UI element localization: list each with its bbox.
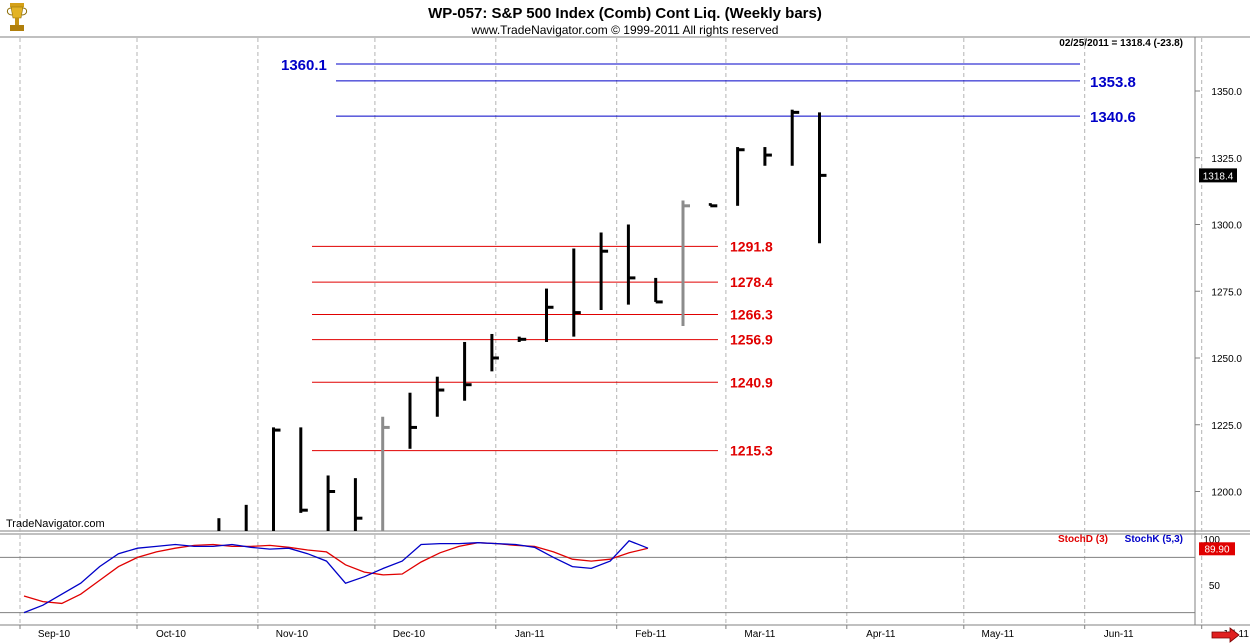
stochd-series (23, 542, 649, 605)
price-axis-ticks: 1350.0 1325.0 1300.0 1275.0 1250.0 1225.0 1200… (1195, 87, 1242, 499)
current-stoch-marker (1199, 542, 1235, 556)
price-tick-label: 1225.0 (1211, 421, 1242, 432)
stochd-legend: StochD (3) (1058, 534, 1108, 545)
price-tick-label: 1350.0 (1211, 87, 1242, 98)
support-label: 1256.9 (730, 332, 773, 348)
arrow-right-icon[interactable] (1211, 627, 1240, 643)
month-label: Feb-11 (635, 629, 666, 640)
price-tick-label: 1200.0 (1211, 488, 1242, 499)
support-resistance-levels: 1360.1 1353.8 1340.6 1291.8 1278.4 1266.3 1256… (281, 57, 1136, 459)
month-label: Nov-10 (276, 629, 309, 640)
current-stoch-label: 89.90 (1204, 544, 1229, 555)
month-label: Jun-11 (1104, 629, 1134, 640)
current-price-marker (1199, 168, 1237, 183)
price-tick-label: 1300.0 (1211, 221, 1242, 232)
month-label: May-11 (981, 629, 1014, 640)
quote-readout: 02/25/2011 = 1318.4 (-23.8) (1059, 38, 1183, 49)
support-label: 1215.3 (730, 443, 773, 459)
month-label: Mar-11 (744, 629, 775, 640)
price-tick-label: 1325.0 (1211, 154, 1242, 165)
chart-title: WP-057: S&P 500 Index (Comb) Cont Liq. (… (428, 5, 822, 22)
resistance-label: 1360.1 (281, 57, 327, 74)
trophy-icon (6, 3, 28, 31)
price-tick-label: 1250.0 (1211, 354, 1242, 365)
stochastic-grid (0, 556, 1195, 614)
ohlc-bars (217, 109, 827, 531)
price-tick-label: 1275.0 (1211, 287, 1242, 298)
stochastic-axis-ticks: 100 50 (1203, 535, 1220, 592)
watermark-text: TradeNavigator.com (6, 518, 105, 530)
support-label: 1291.8 (730, 238, 773, 254)
month-label: Jan-11 (515, 629, 545, 640)
resistance-label: 1353.8 (1090, 74, 1136, 91)
stoch-tick-label: 50 (1209, 581, 1221, 592)
support-label: 1278.4 (730, 274, 773, 290)
support-label: 1240.9 (730, 374, 773, 390)
support-label: 1266.3 (730, 306, 773, 322)
current-price-label: 1318.4 (1203, 171, 1234, 182)
stochk-legend: StochK (5,3) (1125, 534, 1183, 545)
month-label: Sep-10 (38, 629, 71, 640)
chart-subtitle: www.TradeNavigator.com © 1999-2011 All r… (471, 23, 779, 37)
month-label: Apr-11 (866, 629, 896, 640)
stochk-series (23, 540, 649, 614)
stoch-tick-label: 100 (1203, 535, 1220, 546)
month-label: Oct-10 (156, 629, 186, 640)
resistance-label: 1340.6 (1090, 109, 1136, 126)
month-label: Dec-10 (393, 629, 426, 640)
